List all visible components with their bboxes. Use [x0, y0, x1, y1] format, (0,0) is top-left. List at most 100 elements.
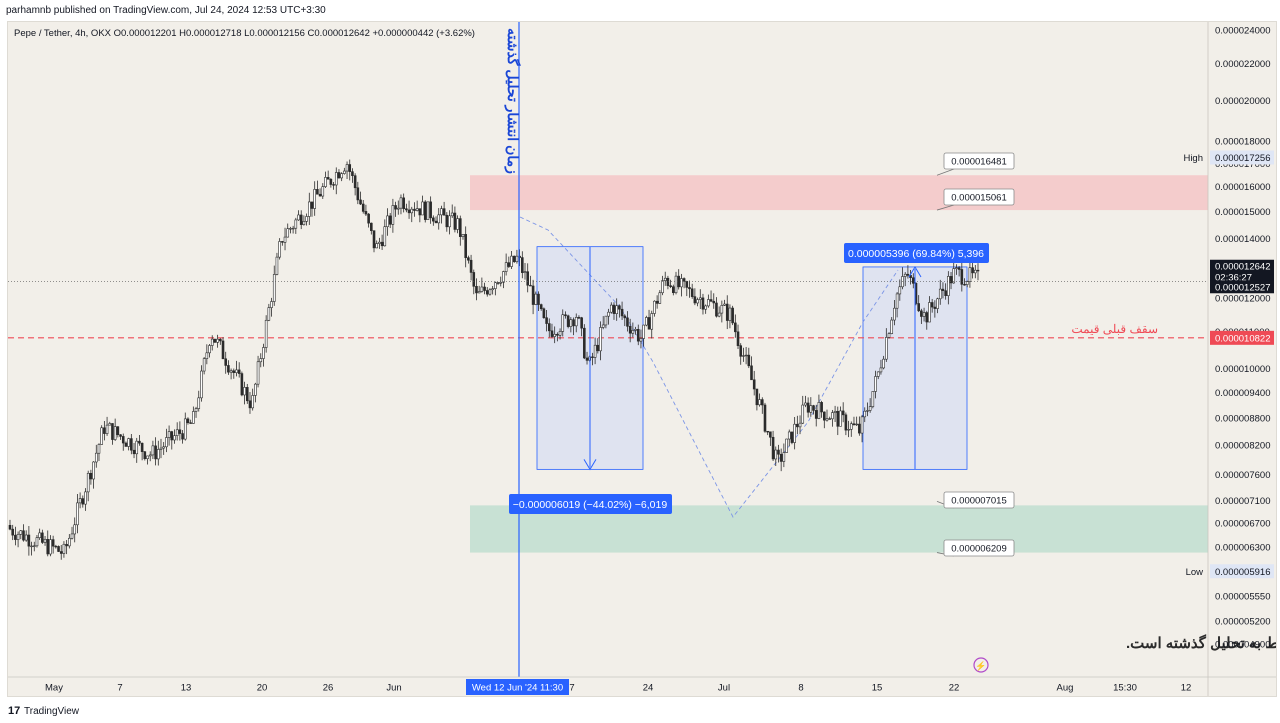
- candle-body: [521, 257, 524, 273]
- candle-body: [119, 434, 122, 437]
- candle: [432, 215, 435, 226]
- candle: [515, 249, 519, 264]
- candle: [812, 404, 815, 415]
- candle-body: [202, 358, 206, 372]
- candle-body: [890, 319, 894, 334]
- candle: [806, 397, 810, 418]
- candle-body: [372, 230, 376, 249]
- candle-body: [59, 551, 63, 554]
- candle: [631, 322, 635, 338]
- candle-body: [704, 305, 707, 310]
- candle: [421, 195, 424, 216]
- candle-body: [46, 539, 50, 555]
- candle: [779, 448, 783, 472]
- candle-body: [313, 189, 316, 209]
- candle: [68, 534, 71, 549]
- candle-body: [672, 286, 675, 294]
- candle: [701, 293, 705, 315]
- candle: [8, 519, 12, 531]
- candle: [394, 201, 397, 217]
- time-cursor-badge: [466, 679, 569, 695]
- candle-body: [70, 533, 74, 539]
- candle: [46, 530, 50, 557]
- candle-body: [208, 345, 211, 354]
- candle: [663, 271, 667, 286]
- candle: [299, 210, 303, 230]
- candle: [849, 421, 853, 437]
- candle: [917, 295, 920, 313]
- candle-body: [192, 411, 195, 424]
- candle-body: [434, 220, 438, 224]
- candle-body: [725, 303, 729, 321]
- tradingview-brand[interactable]: TradingView: [24, 706, 80, 717]
- candle: [205, 344, 209, 365]
- candle: [534, 291, 538, 306]
- callout-box-4: [943, 539, 1015, 557]
- candle-body: [747, 354, 751, 367]
- chart-canvas[interactable]: سقف قبلی قیمت زمان انتشار تحلیل گذشته −0…: [8, 22, 1276, 696]
- high-value: 0.000017256: [1215, 153, 1270, 164]
- candle-body: [734, 322, 737, 333]
- lightning-icon[interactable]: [973, 657, 989, 673]
- candle: [847, 420, 850, 438]
- candle: [809, 397, 813, 417]
- candle: [734, 314, 737, 338]
- callout-text-4: 0.000006209: [951, 544, 1006, 555]
- candle-body: [65, 543, 68, 547]
- candle-body: [561, 314, 565, 332]
- candle-body: [585, 357, 589, 361]
- candle: [895, 291, 899, 318]
- candle-body: [545, 317, 548, 324]
- candle-body: [437, 214, 441, 224]
- candle: [94, 444, 98, 468]
- candle-body: [504, 262, 508, 272]
- candle-body: [289, 228, 292, 230]
- candle: [634, 326, 637, 335]
- chart-frame[interactable]: سقف قبلی قیمت زمان انتشار تحلیل گذشته −0…: [7, 21, 1277, 697]
- candle: [682, 277, 686, 289]
- symbol-legend[interactable]: Pepe / Tether, 4h, OKX O0.000012201 H0.0…: [14, 28, 475, 39]
- candle-body: [717, 312, 721, 317]
- candle: [251, 388, 254, 411]
- tradingview-logo-icon[interactable]: 17: [8, 705, 21, 717]
- candle-body: [229, 370, 233, 373]
- candle: [332, 182, 335, 190]
- candle: [370, 222, 373, 235]
- candle-body: [135, 440, 139, 455]
- candle-body: [186, 418, 190, 424]
- candle-body: [723, 303, 726, 306]
- candle: [391, 198, 395, 233]
- candle: [224, 351, 228, 374]
- candle-body: [882, 358, 885, 369]
- candle-body: [758, 399, 761, 406]
- candle-body: [739, 345, 743, 357]
- candle-body: [925, 312, 929, 323]
- candle: [755, 388, 759, 411]
- candle: [43, 535, 47, 546]
- candle: [696, 297, 699, 307]
- candle-body: [820, 402, 823, 413]
- candle: [874, 370, 877, 399]
- candle: [885, 328, 888, 362]
- candle: [796, 415, 799, 435]
- candle: [183, 412, 187, 441]
- candle-body: [310, 201, 314, 209]
- candle: [688, 280, 691, 298]
- resistance-zone: [470, 175, 1208, 211]
- candle-body: [116, 426, 120, 436]
- candle: [566, 314, 570, 329]
- candle-body: [370, 222, 373, 231]
- candle-body: [103, 427, 106, 434]
- candle: [442, 201, 446, 216]
- candle-body: [154, 445, 157, 460]
- time-tick: 7: [117, 683, 122, 694]
- time-axis[interactable]: May 7 13 20 26 Jun Wed 12 Jun '24 11:30 7 24 Jul 8…: [45, 679, 1191, 695]
- candle-body: [893, 307, 896, 321]
- high-value-bg: [1210, 150, 1274, 165]
- candle: [170, 430, 174, 450]
- price-tick: 0.000006700: [1215, 519, 1270, 530]
- candle: [262, 343, 265, 367]
- candle-body: [796, 423, 799, 428]
- candle: [604, 315, 608, 329]
- candle: [305, 213, 308, 226]
